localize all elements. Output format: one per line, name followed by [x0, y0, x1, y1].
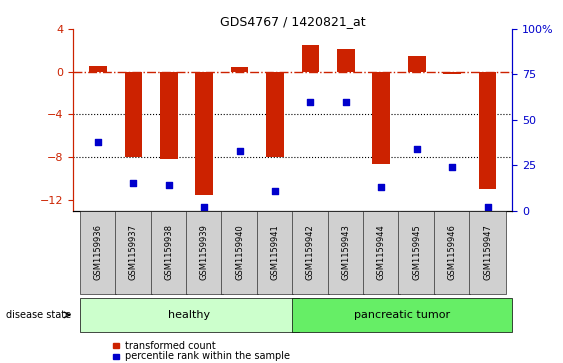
Text: GSM1159938: GSM1159938 [164, 224, 173, 280]
Bar [266, 72, 284, 157]
Text: healthy: healthy [168, 310, 211, 320]
Bar [443, 72, 461, 74]
Text: disease state: disease state [6, 310, 71, 320]
Text: GSM1159946: GSM1159946 [448, 224, 457, 280]
Bar [89, 66, 107, 72]
Text: GSM1159936: GSM1159936 [93, 224, 102, 280]
Text: GSM1159943: GSM1159943 [341, 224, 350, 280]
Point [235, 148, 244, 154]
Text: GSM1159941: GSM1159941 [271, 224, 280, 280]
Point [93, 139, 102, 144]
Text: GSM1159942: GSM1159942 [306, 224, 315, 280]
Point [129, 180, 138, 186]
Point [306, 99, 315, 105]
Bar [408, 56, 426, 72]
Bar [124, 72, 142, 157]
Text: GSM1159944: GSM1159944 [377, 224, 386, 280]
Bar [373, 72, 390, 164]
Point [200, 204, 209, 210]
Point [448, 164, 457, 170]
Bar [302, 45, 319, 72]
Text: GSM1159945: GSM1159945 [412, 224, 421, 280]
Text: GSM1159940: GSM1159940 [235, 224, 244, 280]
Text: GSM1159937: GSM1159937 [129, 224, 138, 280]
Text: GSM1159939: GSM1159939 [200, 224, 209, 280]
Point [377, 184, 386, 190]
Point [483, 204, 492, 210]
Bar [231, 68, 248, 72]
Text: percentile rank within the sample: percentile rank within the sample [125, 351, 290, 362]
Text: pancreatic tumor: pancreatic tumor [354, 310, 450, 320]
Bar [337, 49, 355, 72]
Bar [479, 72, 497, 189]
Bar [160, 72, 178, 159]
Bar [195, 72, 213, 195]
Point [341, 99, 350, 105]
Text: GSM1159947: GSM1159947 [483, 224, 492, 280]
Point [412, 146, 421, 152]
Text: transformed count: transformed count [125, 340, 216, 351]
Title: GDS4767 / 1420821_at: GDS4767 / 1420821_at [220, 15, 365, 28]
Point [164, 182, 173, 188]
Point [271, 188, 280, 193]
